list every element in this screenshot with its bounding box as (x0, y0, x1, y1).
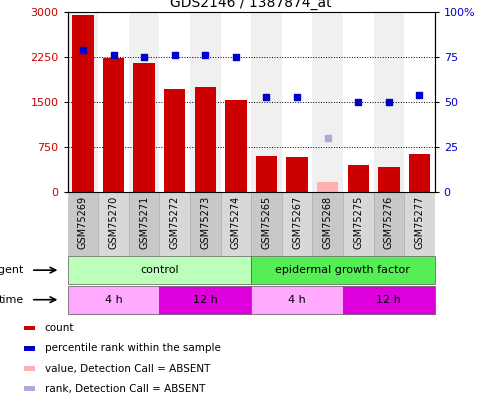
Text: rank, Detection Call = ABSENT: rank, Detection Call = ABSENT (44, 384, 205, 394)
Bar (129, 12, 159, 192)
Bar (343, 12, 373, 192)
Bar (409, 154, 430, 192)
Bar (164, 89, 185, 192)
Text: GSM75277: GSM75277 (414, 196, 425, 249)
Bar (373, 192, 404, 256)
Text: GSM75269: GSM75269 (78, 196, 88, 249)
Title: GDS2146 / 1387874_at: GDS2146 / 1387874_at (170, 0, 332, 10)
Text: 4 h: 4 h (288, 295, 306, 305)
Bar (221, 12, 251, 192)
Bar (159, 286, 251, 314)
Bar (68, 12, 98, 192)
Bar (129, 192, 159, 256)
Bar (404, 12, 435, 192)
Text: GSM75271: GSM75271 (139, 196, 149, 249)
Bar (225, 100, 247, 192)
Point (263, 94, 270, 100)
Bar (159, 12, 190, 192)
Bar (251, 256, 435, 284)
Bar (251, 192, 282, 256)
Bar (24, 386, 35, 391)
Bar (313, 12, 343, 192)
Text: GSM75274: GSM75274 (231, 196, 241, 249)
Bar (251, 12, 282, 192)
Bar (373, 12, 404, 192)
Bar (221, 192, 251, 256)
Point (355, 99, 362, 106)
Bar (72, 15, 94, 192)
Bar (348, 165, 369, 192)
Point (324, 135, 331, 142)
Text: GSM75276: GSM75276 (384, 196, 394, 249)
Bar (317, 182, 338, 192)
Point (415, 92, 423, 98)
Point (293, 94, 301, 100)
Bar (24, 326, 35, 330)
Bar (256, 156, 277, 192)
Point (385, 99, 393, 106)
Bar (24, 346, 35, 351)
Bar (98, 192, 129, 256)
Point (79, 47, 87, 53)
Bar (68, 256, 251, 284)
Text: GSM75270: GSM75270 (109, 196, 118, 249)
Text: GSM75267: GSM75267 (292, 196, 302, 249)
Bar (190, 12, 221, 192)
Text: count: count (44, 323, 74, 333)
Bar (103, 58, 124, 192)
Point (171, 52, 179, 59)
Bar (68, 192, 98, 256)
Bar (195, 87, 216, 192)
Text: GSM75265: GSM75265 (261, 196, 271, 249)
Bar (98, 12, 129, 192)
Bar (343, 192, 373, 256)
Text: GSM75275: GSM75275 (353, 196, 363, 249)
Bar (190, 192, 221, 256)
Text: control: control (140, 265, 179, 275)
Text: agent: agent (0, 265, 24, 275)
Bar (313, 192, 343, 256)
Point (110, 52, 117, 59)
Point (232, 54, 240, 60)
Bar (286, 157, 308, 192)
Bar (378, 167, 399, 192)
Text: time: time (0, 295, 24, 305)
Bar (24, 366, 35, 371)
Text: epidermal growth factor: epidermal growth factor (275, 265, 411, 275)
Text: GSM75268: GSM75268 (323, 196, 333, 249)
Text: GSM75272: GSM75272 (170, 196, 180, 249)
Bar (404, 192, 435, 256)
Bar (133, 63, 155, 192)
Text: 12 h: 12 h (376, 295, 401, 305)
Text: GSM75273: GSM75273 (200, 196, 210, 249)
Text: 12 h: 12 h (193, 295, 218, 305)
Bar (159, 192, 190, 256)
Point (140, 54, 148, 60)
Bar (343, 286, 435, 314)
Bar (282, 12, 313, 192)
Text: 4 h: 4 h (105, 295, 122, 305)
Point (201, 52, 209, 59)
Bar (282, 192, 313, 256)
Bar (251, 286, 343, 314)
Bar (68, 286, 159, 314)
Text: percentile rank within the sample: percentile rank within the sample (44, 343, 220, 353)
Text: value, Detection Call = ABSENT: value, Detection Call = ABSENT (44, 364, 210, 373)
